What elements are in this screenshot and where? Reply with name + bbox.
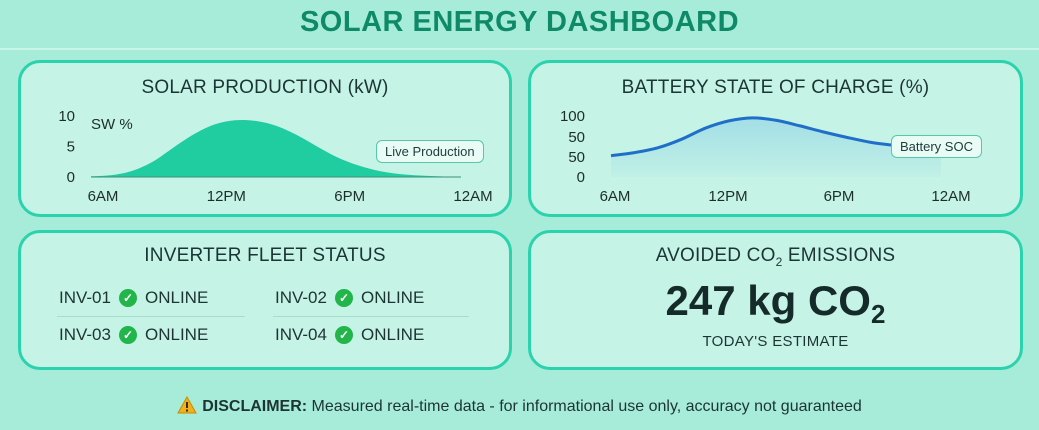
x-tick-label: 12PM	[207, 188, 246, 205]
row-divider	[273, 316, 469, 317]
inverter-status: ONLINE	[144, 288, 209, 307]
x-tick-label: 6AM	[88, 188, 119, 205]
inverter-name: INV-01	[59, 288, 111, 307]
x-tick-label: 12AM	[453, 188, 492, 205]
check-circle-icon: ✓	[334, 289, 353, 307]
battery-soc-card: BATTERY STATE OF CHARGE (%) 100 50 50 0 6AM 1…	[528, 60, 1023, 217]
x-tick-label: 6PM	[824, 188, 855, 205]
co2-card-title: AVOIDED CO2 EMISSIONS	[655, 245, 896, 269]
disclaimer: DISCLAIMER: Measured real-time data - fo…	[0, 396, 1039, 416]
check-circle-icon: ✓	[334, 326, 353, 344]
inverter-status: ONLINE	[360, 288, 425, 307]
inverter-card-title: INVERTER FLEET STATUS	[144, 245, 386, 266]
inverter-fleet-card: INVERTER FLEET STATUS INV-01 ✓ ONLINE IN…	[18, 230, 512, 370]
inverter-item: INV-01 ✓ ONLINE	[59, 288, 208, 308]
inverter-status: ONLINE	[360, 325, 425, 344]
solar-production-card: SOLAR PRODUCTION (kW) 0 5 10 6AM 12PM 6PM 12AM…	[18, 60, 512, 217]
inverter-item: INV-04 ✓ ONLINE	[275, 325, 424, 345]
page-title: SOLAR ENERGY DASHBOARD	[299, 6, 740, 38]
battery-soc-chart: 100 50 50 0 6AM 12PM 6PM 12AM	[560, 108, 971, 205]
y-tick-label: 50	[568, 129, 585, 146]
inverter-name: INV-02	[275, 288, 327, 307]
y-axis-marker: SW %	[91, 116, 133, 133]
co2-value: 247 kg CO2	[665, 277, 886, 329]
header-divider	[0, 48, 1039, 50]
x-tick-label: 6AM	[600, 188, 631, 205]
solar-card-title: SOLAR PRODUCTION (kW)	[141, 77, 389, 98]
solar-production-chart: 0 5 10 6AM 12PM 6PM 12AM SW %	[58, 108, 492, 205]
battery-card-title: BATTERY STATE OF CHARGE (%)	[621, 77, 930, 98]
y-tick-label: 50	[568, 149, 585, 166]
solar-production-area	[91, 119, 461, 177]
row-divider	[57, 316, 245, 317]
y-tick-label: 10	[58, 108, 75, 125]
co2-emissions-card: AVOIDED CO2 EMISSIONS 247 kg CO2 TODAY'S…	[528, 230, 1023, 370]
disclaimer-label: DISCLAIMER:	[202, 398, 308, 415]
battery-soc-area	[611, 117, 941, 177]
y-tick-label: 100	[560, 108, 585, 125]
inverter-name: INV-03	[59, 325, 111, 344]
inverter-status: ONLINE	[144, 325, 209, 344]
y-tick-label: 0	[577, 169, 585, 186]
inverter-item: INV-03 ✓ ONLINE	[59, 325, 208, 345]
x-tick-label: 6PM	[334, 188, 365, 205]
inverter-name: INV-04	[275, 325, 327, 344]
check-circle-icon: ✓	[118, 289, 137, 307]
x-tick-label: 12PM	[708, 188, 747, 205]
co2-caption: TODAY'S ESTIMATE	[702, 333, 849, 350]
check-circle-icon: ✓	[118, 326, 137, 344]
y-tick-label: 5	[67, 139, 75, 156]
inverter-item: INV-02 ✓ ONLINE	[275, 288, 424, 308]
solar-legend: Live Production	[376, 140, 484, 163]
battery-legend: Battery SOC	[891, 135, 982, 158]
warning-icon	[177, 396, 198, 414]
battery-soc-line	[610, 116, 942, 158]
y-tick-label: 0	[67, 169, 75, 186]
x-tick-label: 12AM	[931, 188, 970, 205]
disclaimer-text: Measured real-time data - for informatio…	[307, 398, 862, 415]
